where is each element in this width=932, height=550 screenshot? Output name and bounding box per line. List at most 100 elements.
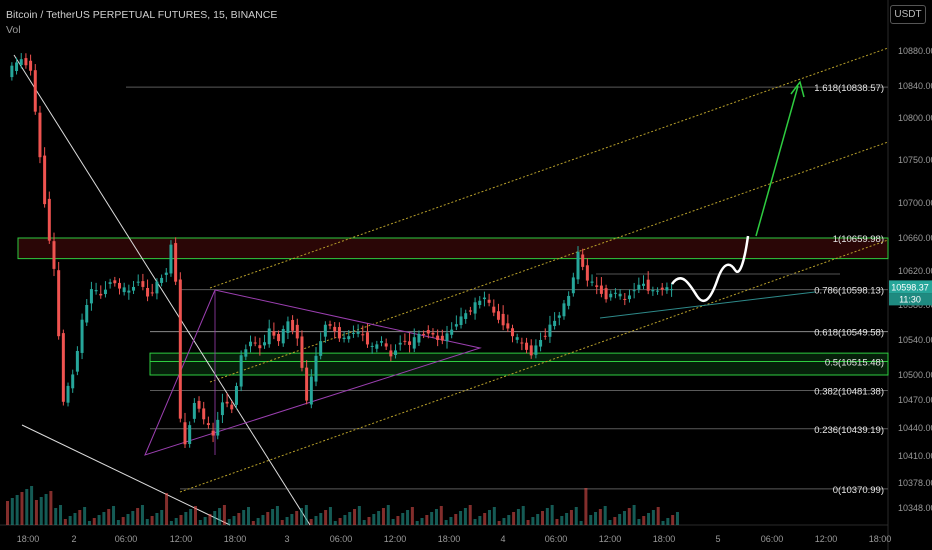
volume-bar	[30, 486, 34, 525]
volume-bar	[526, 520, 530, 525]
candle-body	[431, 332, 435, 335]
candle-body	[263, 342, 267, 346]
trendline-down-2	[21, 424, 231, 526]
volume-bar	[608, 520, 612, 525]
y-tick-label: 10840.00	[898, 81, 932, 91]
volume-bar	[73, 513, 77, 525]
candle-body	[403, 340, 407, 342]
candle-body	[595, 285, 599, 287]
candle-body	[155, 281, 159, 294]
candle-body	[450, 329, 454, 335]
candle-body	[501, 313, 505, 326]
candle-body	[61, 333, 65, 402]
candle-body	[75, 350, 79, 372]
candle-body	[389, 350, 393, 357]
fib-label-0.5: 0.5(10515.48)	[825, 357, 884, 368]
candle-body	[267, 328, 271, 345]
volume-bar	[425, 515, 429, 525]
volume-bar	[401, 513, 405, 525]
y-tick-label: 10440.00	[898, 423, 932, 433]
volume-bar	[574, 507, 578, 525]
candle-body	[197, 400, 201, 409]
candle-body	[305, 367, 309, 401]
volume-bar	[637, 519, 641, 525]
candle-body	[122, 287, 126, 293]
symbol-title[interactable]: Bitcoin / TetherUS PERPETUAL FUTURES, 15…	[6, 9, 278, 21]
channel-lower	[179, 239, 889, 493]
candle-body	[464, 313, 468, 319]
volume-bar	[488, 510, 491, 525]
candle-body	[71, 374, 75, 389]
candle-body	[567, 295, 571, 306]
volume-bar	[155, 513, 159, 525]
candle-body	[136, 281, 140, 283]
volume-bar	[150, 516, 154, 525]
y-tick-label: 10620.00	[898, 266, 932, 276]
volume-bar	[367, 517, 371, 525]
candle-body	[656, 290, 660, 292]
volume-bar	[512, 512, 516, 525]
volume-bar	[675, 512, 679, 525]
channel-mid	[209, 141, 889, 383]
candle-body	[333, 326, 337, 332]
candle-body	[342, 337, 346, 339]
countdown-value: 11:30	[899, 294, 921, 304]
candle-body	[585, 265, 589, 281]
candle-body	[380, 341, 384, 343]
fib-label-1.618: 1.618(10838.57)	[814, 83, 884, 94]
volume-bar	[324, 510, 328, 525]
candle-body	[417, 333, 421, 343]
candle-body	[244, 349, 248, 357]
candle-body	[10, 65, 14, 78]
candle-body	[146, 288, 150, 297]
volume-bar	[391, 519, 395, 525]
volume-bar	[198, 520, 202, 525]
candle-body	[506, 323, 510, 329]
volume-bar	[300, 508, 304, 525]
candle-body	[117, 282, 121, 289]
candle-body	[24, 58, 28, 66]
target-arrow	[755, 85, 799, 237]
candle-body	[623, 298, 627, 300]
x-tick-label: 06:00	[330, 534, 353, 544]
fib-label-0: 0(10370.99)	[833, 485, 884, 496]
candle-body	[127, 290, 131, 293]
candle-body	[482, 297, 486, 300]
volume-bar	[550, 505, 554, 525]
volume-bar	[304, 505, 308, 525]
volume-bar	[372, 514, 376, 525]
currency-selector[interactable]: USDT	[890, 5, 926, 24]
candle-body	[47, 198, 51, 241]
volume-bar	[242, 510, 246, 525]
zone-0	[17, 237, 889, 260]
volume-bar	[468, 505, 472, 525]
candle-body	[627, 295, 631, 300]
volume-bar	[208, 514, 212, 525]
candle-body	[525, 342, 529, 350]
volume-bar	[140, 505, 144, 525]
candle-body	[478, 300, 482, 305]
candle-body	[529, 345, 533, 356]
candle-body	[188, 425, 192, 444]
candle-body	[206, 423, 210, 426]
candle-body	[618, 293, 622, 297]
candle-body	[408, 341, 412, 345]
volume-bar	[179, 515, 183, 525]
candle-body	[295, 324, 299, 339]
candle-body	[89, 289, 93, 304]
candle-body	[604, 288, 608, 300]
volume-bar	[353, 509, 357, 525]
candle-body	[33, 70, 37, 112]
volume-bar	[444, 520, 448, 525]
candle-body	[211, 430, 215, 436]
volume-bar	[87, 521, 91, 525]
candle-body	[365, 332, 369, 345]
volume-bar	[560, 516, 564, 525]
volume-legend: Vol	[6, 24, 21, 36]
candle-body	[192, 402, 196, 419]
volume-bar	[531, 517, 535, 525]
volume-bar	[107, 509, 111, 525]
candle-body	[412, 337, 416, 349]
volume-bar	[362, 520, 366, 525]
